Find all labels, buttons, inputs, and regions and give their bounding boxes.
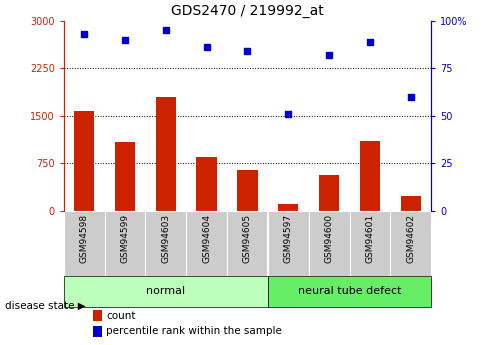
Text: percentile rank within the sample: percentile rank within the sample — [106, 326, 282, 336]
Bar — [349, 211, 391, 276]
Bar — [268, 211, 309, 276]
Text: GSM94603: GSM94603 — [161, 214, 171, 263]
Bar — [74, 111, 94, 211]
Point — [325, 52, 333, 58]
Point — [203, 45, 211, 50]
Bar — [104, 211, 146, 276]
Point — [407, 94, 415, 99]
Bar — [319, 175, 339, 211]
Point — [366, 39, 374, 45]
Point — [244, 48, 251, 54]
Text: normal: normal — [146, 286, 185, 296]
Point — [80, 31, 88, 37]
Text: GSM94605: GSM94605 — [243, 214, 252, 263]
Text: disease state ▶: disease state ▶ — [5, 300, 86, 310]
Point — [284, 111, 292, 117]
Bar — [278, 204, 298, 211]
Text: count: count — [106, 310, 135, 321]
Bar — [156, 97, 176, 211]
Point — [162, 28, 170, 33]
Text: GSM94600: GSM94600 — [324, 214, 334, 263]
Bar — [93, 326, 102, 336]
Bar — [401, 196, 421, 211]
Bar — [309, 211, 349, 276]
Point — [121, 37, 129, 42]
Text: GSM94601: GSM94601 — [366, 214, 374, 263]
Bar — [237, 169, 258, 211]
Text: GSM94598: GSM94598 — [79, 214, 89, 263]
Text: neural tube defect: neural tube defect — [298, 286, 401, 296]
Text: GSM94599: GSM94599 — [121, 214, 129, 263]
Bar — [93, 310, 102, 321]
Bar — [64, 211, 104, 276]
Bar — [146, 211, 186, 276]
Bar — [64, 276, 268, 307]
Text: GSM94602: GSM94602 — [406, 214, 416, 263]
Bar — [186, 211, 227, 276]
Bar — [360, 141, 380, 211]
Title: GDS2470 / 219992_at: GDS2470 / 219992_at — [171, 4, 324, 18]
Text: GSM94597: GSM94597 — [284, 214, 293, 263]
Text: GSM94604: GSM94604 — [202, 214, 211, 263]
Bar — [391, 211, 431, 276]
Bar — [115, 142, 135, 211]
Bar — [196, 157, 217, 211]
Bar — [268, 276, 431, 307]
Bar — [227, 211, 268, 276]
